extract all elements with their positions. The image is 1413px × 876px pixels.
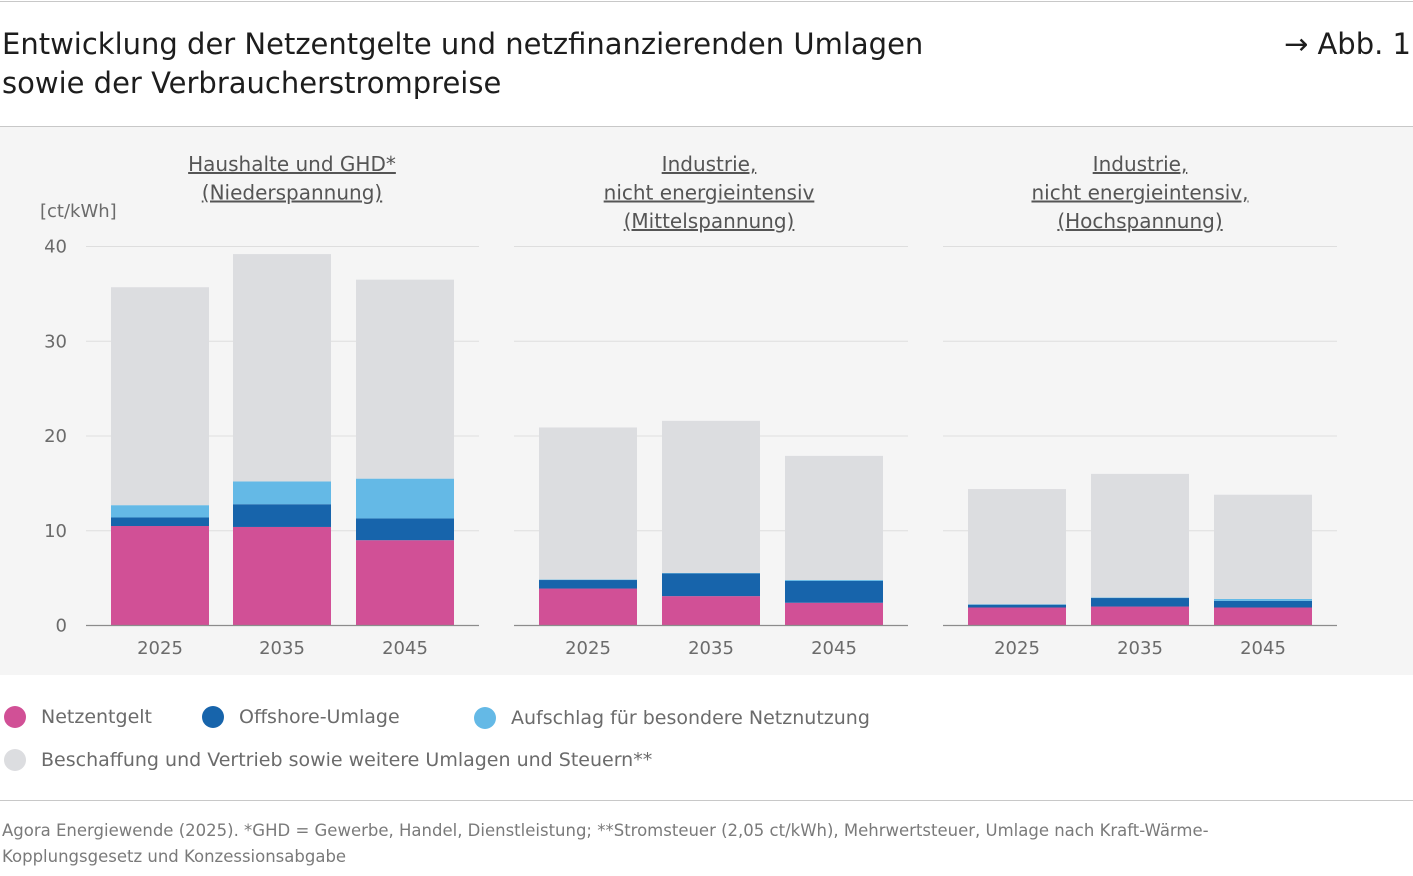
legend-label-beschaffung: Beschaffung und Vertrieb sowie weitere U…: [41, 749, 653, 771]
top-rule: [0, 1, 1413, 2]
x-tick-label-panel-1-2045: 2045: [382, 638, 428, 659]
legend-label-offshore-umlage: Offshore-Umlage: [239, 706, 400, 728]
bar-panel-1-2045-series-3: [356, 478, 454, 519]
bar-panel-1-2035-series-2: [233, 504, 331, 527]
legend-item-offshore-umlage: Offshore-Umlage: [202, 705, 400, 729]
chart-area: [ct/kWh] 0 10 20 30 40 Haushalte und GHD* (Nied…: [0, 127, 1413, 675]
bar-panel-3-2045-series-3: [1214, 598, 1312, 601]
x-tick-label-panel-2-2045: 2045: [811, 638, 857, 659]
panel-2-title-line-3: (Mittelspannung): [624, 209, 795, 233]
bar-panel-2-2035-series-4: [662, 420, 760, 573]
panel-2-title-line-2: nicht energieintensiv: [604, 181, 815, 205]
panel-3-title-line-3: (Hochspannung): [1057, 209, 1222, 233]
figure-reference: → Abb. 1: [1283, 27, 1411, 61]
legend-swatch-beschaffung: [4, 749, 26, 771]
source-note: Agora Energiewende (2025). *GHD = Gewerb…: [2, 818, 1407, 870]
legend-item-aufschlag: Aufschlag für besondere Netznutzung: [474, 706, 870, 730]
chart-title-line-1: Entwicklung der Netzentgelte und netzfin…: [2, 27, 924, 61]
bar-panel-3-2045-series-4: [1214, 494, 1312, 599]
bar-panel-2-2045-series-4: [785, 455, 883, 581]
bar-panel-3-2025-series-1: [968, 607, 1066, 626]
panel-2-title-line-1: Industrie,: [662, 152, 757, 176]
bar-panel-1-2035-series-4: [233, 254, 331, 482]
bar-panel-2-2025-series-2: [539, 580, 637, 589]
bar-panel-3-2035-series-2: [1091, 598, 1189, 607]
bar-panel-1-2045-series-4: [356, 279, 454, 479]
legend-swatch-netzentgelt: [4, 706, 26, 728]
bar-panel-3-2035-series-4: [1091, 473, 1189, 598]
bar-panel-2-2035-series-1: [662, 596, 760, 626]
x-tick-label-panel-1-2025: 2025: [137, 638, 183, 659]
legend-swatch-aufschlag: [474, 707, 496, 729]
panel-1-title-line-1: Haushalte und GHD*: [188, 152, 396, 176]
bar-panel-2-2025-series-4: [539, 427, 637, 580]
chart-title-line-2: sowie der Verbraucherstrompreise: [2, 66, 502, 100]
legend-item-netzentgelt: Netzentgelt: [4, 705, 152, 729]
source-note-line-2: Kopplungsgesetz und Konzessionsabgabe: [2, 847, 347, 866]
bar-panel-2-2045-series-2: [785, 580, 883, 603]
panel-3-title-line-1: Industrie,: [1093, 152, 1188, 176]
footer-rule: [0, 800, 1413, 801]
x-tick-label-panel-1-2035: 2035: [259, 638, 305, 659]
y-tick-label-30: 30: [44, 331, 67, 352]
bar-panel-1-2035-series-1: [233, 526, 331, 626]
y-axis-unit-label: [ct/kWh]: [40, 201, 117, 222]
legend-label-aufschlag: Aufschlag für besondere Netznutzung: [511, 707, 870, 729]
title-rule: [0, 126, 1413, 127]
legend: Netzentgelt Offshore-Umlage Aufschlag fü…: [0, 700, 1413, 780]
chart-title: Entwicklung der Netzentgelte und netzfin…: [2, 25, 1102, 103]
bar-panel-1-2025-series-1: [111, 526, 209, 626]
legend-swatch-offshore-umlage: [202, 706, 224, 728]
legend-label-netzentgelt: Netzentgelt: [41, 706, 152, 728]
y-tick-label-0: 0: [56, 616, 67, 637]
x-tick-label-panel-3-2045: 2045: [1240, 638, 1286, 659]
bar-panel-2-2045-series-3: [785, 580, 883, 581]
bar-panel-1-2035-series-3: [233, 481, 331, 505]
bar-panel-1-2025-series-4: [111, 287, 209, 506]
bar-panel-1-2025-series-2: [111, 517, 209, 527]
panel-3-title-line-2: nicht energieintensiv,: [1031, 181, 1248, 205]
x-tick-label-panel-3-2025: 2025: [994, 638, 1040, 659]
bar-panel-3-2045-series-2: [1214, 600, 1312, 608]
legend-item-beschaffung: Beschaffung und Vertrieb sowie weitere U…: [4, 748, 652, 772]
bar-panel-1-2025-series-3: [111, 505, 209, 518]
bar-panel-2-2025-series-1: [539, 588, 637, 626]
bar-panel-3-2025-series-4: [968, 489, 1066, 605]
y-tick-label-10: 10: [44, 521, 67, 542]
x-tick-label-panel-2-2035: 2035: [688, 638, 734, 659]
x-tick-label-panel-3-2035: 2035: [1117, 638, 1163, 659]
bar-panel-1-2045-series-1: [356, 540, 454, 626]
stacked-bar-chart: [ct/kWh] 0 10 20 30 40 Haushalte und GHD* (Nied…: [40, 152, 1337, 659]
y-tick-label-40: 40: [44, 237, 67, 258]
bar-panel-3-2045-series-1: [1214, 607, 1312, 626]
panel-1-title-line-2: (Niederspannung): [202, 181, 382, 205]
bar-panel-3-2035-series-1: [1091, 606, 1189, 626]
bar-panel-3-2025-series-2: [968, 604, 1066, 608]
bar-panel-2-2035-series-2: [662, 573, 760, 597]
source-note-line-1: Agora Energiewende (2025). *GHD = Gewerb…: [2, 821, 1209, 840]
bar-panel-1-2045-series-2: [356, 518, 454, 541]
x-tick-label-panel-2-2025: 2025: [565, 638, 611, 659]
bar-panel-2-2045-series-1: [785, 602, 883, 626]
y-tick-label-20: 20: [44, 426, 67, 447]
